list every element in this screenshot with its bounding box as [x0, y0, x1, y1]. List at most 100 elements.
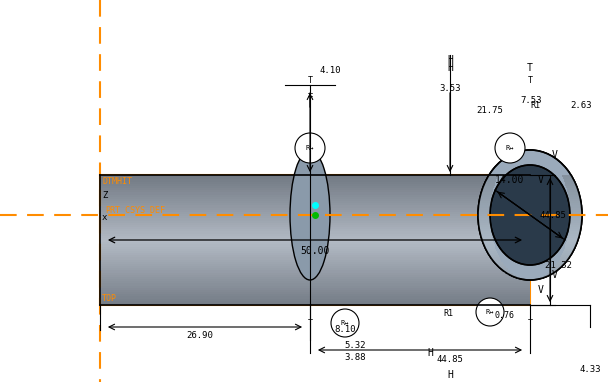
- Bar: [570, 210, 582, 212]
- Text: R↔: R↔: [486, 309, 494, 315]
- Bar: [570, 223, 581, 225]
- Bar: [569, 229, 581, 231]
- Bar: [563, 177, 573, 179]
- Bar: [100, 177, 530, 179]
- Bar: [100, 227, 530, 229]
- Bar: [480, 197, 491, 199]
- Ellipse shape: [478, 150, 582, 280]
- Text: x: x: [102, 212, 108, 222]
- Bar: [478, 223, 491, 225]
- Bar: [569, 201, 581, 203]
- Circle shape: [495, 133, 525, 163]
- Bar: [479, 201, 491, 203]
- Text: 26.90: 26.90: [187, 330, 213, 340]
- Text: T: T: [308, 92, 313, 102]
- Bar: [100, 188, 530, 190]
- Bar: [483, 242, 494, 244]
- Bar: [570, 212, 582, 214]
- Bar: [100, 294, 530, 296]
- Bar: [570, 206, 581, 207]
- Bar: [488, 175, 498, 177]
- Text: 14.00: 14.00: [496, 175, 525, 185]
- Text: 7.53: 7.53: [520, 96, 542, 105]
- Bar: [100, 270, 530, 272]
- Bar: [100, 251, 530, 253]
- Bar: [100, 301, 530, 303]
- Bar: [100, 192, 530, 194]
- Bar: [493, 259, 502, 262]
- Text: Z: Z: [102, 191, 108, 199]
- Circle shape: [331, 309, 359, 337]
- Bar: [563, 251, 573, 253]
- Bar: [568, 236, 579, 238]
- Bar: [570, 220, 582, 223]
- Bar: [508, 272, 513, 275]
- Bar: [502, 268, 508, 270]
- Bar: [482, 190, 492, 192]
- Ellipse shape: [490, 165, 570, 265]
- Bar: [495, 262, 503, 264]
- Bar: [100, 225, 530, 227]
- Bar: [100, 238, 530, 240]
- Text: T: T: [308, 96, 313, 105]
- Text: T: T: [308, 76, 313, 84]
- Bar: [478, 210, 490, 212]
- Bar: [100, 283, 530, 285]
- Bar: [488, 253, 498, 255]
- Text: T: T: [527, 63, 533, 73]
- Bar: [564, 179, 574, 181]
- Text: T: T: [528, 76, 533, 84]
- Bar: [100, 285, 530, 288]
- Bar: [557, 262, 565, 264]
- Bar: [100, 268, 530, 270]
- Bar: [479, 227, 491, 229]
- Bar: [567, 188, 578, 190]
- Bar: [100, 220, 530, 223]
- Text: T: T: [528, 319, 533, 327]
- Circle shape: [295, 133, 325, 163]
- Bar: [100, 288, 530, 290]
- Bar: [100, 207, 530, 210]
- Bar: [100, 244, 530, 246]
- Bar: [478, 219, 490, 220]
- Bar: [568, 231, 580, 233]
- Bar: [100, 246, 530, 249]
- Bar: [550, 270, 556, 272]
- Text: H: H: [447, 55, 453, 65]
- Bar: [486, 249, 496, 251]
- Bar: [100, 175, 530, 177]
- Bar: [560, 257, 568, 259]
- Bar: [556, 264, 563, 266]
- Bar: [100, 279, 530, 281]
- Bar: [568, 197, 580, 199]
- Bar: [565, 246, 575, 249]
- Bar: [567, 238, 578, 240]
- Ellipse shape: [290, 150, 330, 280]
- Bar: [478, 212, 490, 214]
- Bar: [100, 186, 530, 188]
- Bar: [485, 246, 496, 249]
- Bar: [100, 253, 530, 255]
- Bar: [497, 264, 505, 266]
- Text: TOP: TOP: [102, 294, 117, 303]
- Bar: [100, 194, 530, 197]
- Text: 8.10: 8.10: [334, 325, 356, 335]
- Bar: [562, 175, 572, 177]
- Bar: [570, 203, 581, 206]
- Bar: [517, 277, 520, 279]
- Bar: [100, 277, 530, 279]
- Text: 21.75: 21.75: [477, 105, 503, 115]
- Text: R↔: R↔: [306, 145, 314, 151]
- Bar: [100, 212, 530, 214]
- Bar: [482, 188, 493, 190]
- Bar: [565, 184, 576, 186]
- Bar: [481, 192, 492, 194]
- Bar: [100, 184, 530, 186]
- Bar: [100, 233, 530, 236]
- Bar: [100, 199, 530, 201]
- Bar: [100, 175, 530, 305]
- Text: H: H: [447, 63, 453, 73]
- Text: 44.85: 44.85: [437, 356, 463, 364]
- Text: 5.32: 5.32: [344, 340, 366, 350]
- Text: H: H: [427, 348, 433, 358]
